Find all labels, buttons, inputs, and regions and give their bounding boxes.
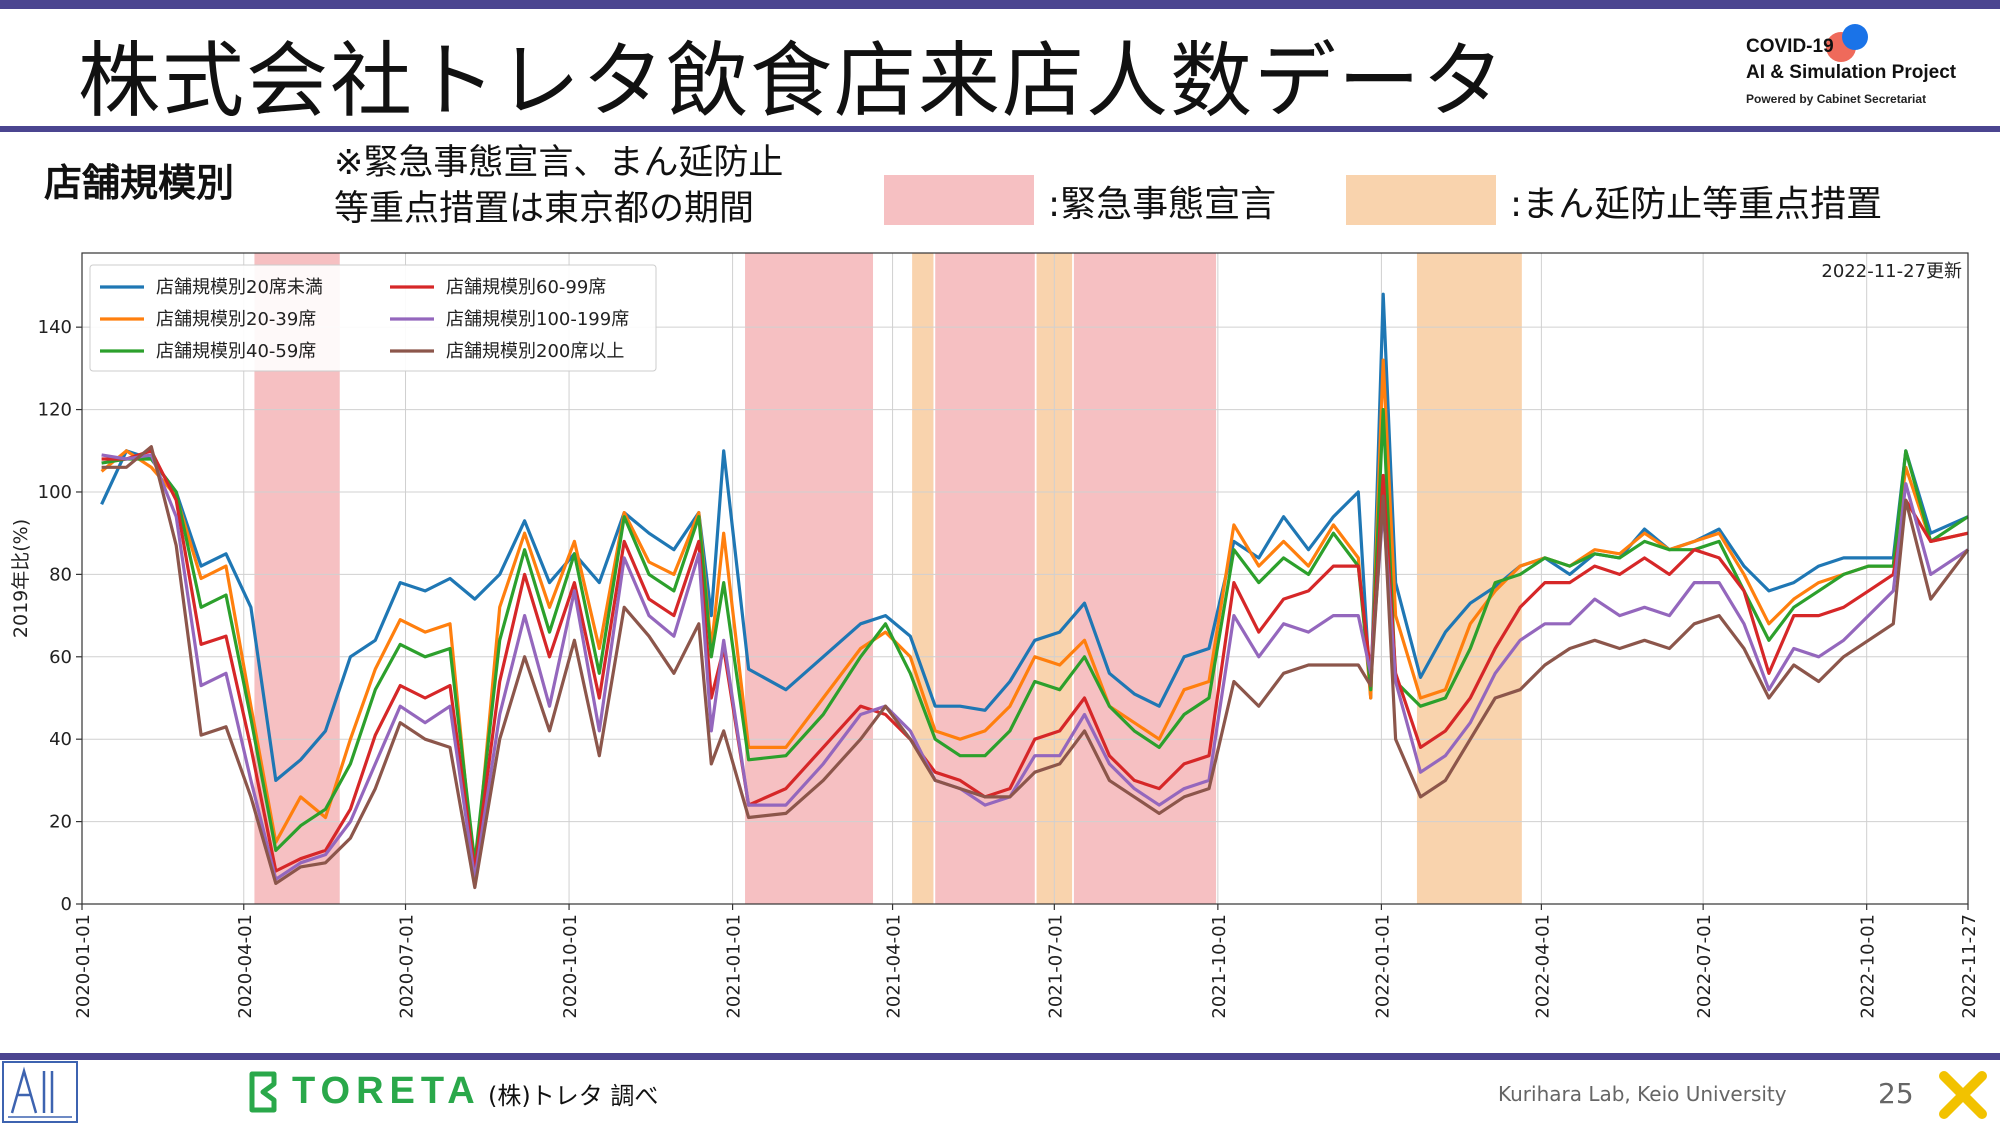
section-subtitle: 店舗規模別	[44, 161, 235, 205]
emergency-period-band	[1073, 253, 1217, 904]
legend-entry: 店舗規模別100-199席	[446, 309, 629, 330]
emergency-legend-label: :緊急事態宣言	[1048, 184, 1277, 225]
y-tick-label: 60	[49, 647, 72, 668]
covid-project-logo: COVID-19 AI & Simulation Project Powered…	[1746, 24, 1986, 118]
x-tick-label: 2021-01-01	[724, 914, 745, 1019]
x-tick-label: 2020-10-01	[560, 914, 581, 1019]
x-tick-label: 2021-07-01	[1045, 914, 1066, 1019]
y-tick-label: 120	[38, 400, 72, 421]
y-axis-label: 2019年比(%)	[10, 519, 32, 638]
x-tick-label: 2020-01-01	[73, 914, 94, 1019]
x-tick-label: 2022-11-27	[1959, 914, 1980, 1019]
y-tick-label: 40	[49, 729, 72, 750]
logo-line-1: COVID-19	[1746, 36, 1834, 57]
x-logo-icon	[1939, 1071, 1987, 1119]
series-line	[100, 358, 1969, 881]
x-tick-label: 2022-10-01	[1858, 914, 1879, 1019]
period-note-line-1: ※緊急事態宣言、まん延防止	[334, 143, 784, 183]
logo-line-3: Powered by Cabinet Secretariat	[1746, 92, 1927, 106]
y-tick-label: 0	[61, 894, 72, 915]
lab-logo-icon	[2, 1061, 78, 1123]
logo-line-2: AI & Simulation Project	[1746, 62, 1957, 83]
series-line	[101, 445, 1970, 890]
priority-legend-label: :まん延防止等重点措置	[1510, 184, 1883, 225]
legend-entry: 店舗規模別40-59席	[156, 341, 316, 362]
footer-lab-name: Kurihara Lab, Keio University	[1498, 1082, 1787, 1106]
priority-legend-swatch	[1346, 175, 1496, 225]
x-tick-label: 2022-01-01	[1372, 914, 1393, 1019]
plot-frame	[81, 252, 1969, 905]
toreta-wordmark: TORETA	[292, 1070, 481, 1112]
y-tick-label: 100	[38, 482, 72, 503]
top-accent-bar	[0, 0, 2000, 9]
series-line	[101, 408, 1969, 865]
priority-period-band	[912, 253, 934, 904]
emergency-legend-swatch	[884, 175, 1034, 225]
footer-divider	[0, 1053, 2000, 1060]
legend-entry: 店舗規模別200席以上	[446, 341, 624, 362]
store-size-line-chart: 0 20 40 60 80 100 120 140 2020-01-01 2020-04-01 20…	[10, 252, 1980, 1019]
x-tick-label: 2022-04-01	[1532, 914, 1553, 1019]
legend-entry: 店舗規模別20-39席	[156, 309, 316, 330]
page-title: 株式会社トレタ飲食店来店人数データ	[78, 34, 1507, 129]
period-note: ※緊急事態宣言、まん延防止 等重点措置は東京都の期間	[334, 140, 783, 232]
x-tick-label: 2021-10-01	[1209, 914, 1230, 1019]
header-divider	[0, 126, 2000, 132]
logo-blue-dot-icon	[1842, 24, 1868, 50]
updated-date-label: 2022-11-27更新	[1821, 261, 1962, 282]
legend-box	[89, 264, 657, 372]
y-tick-label: 20	[49, 812, 72, 833]
x-tick-label: 2020-04-01	[235, 914, 256, 1019]
page-number: 25	[1878, 1077, 1914, 1110]
period-note-line-2: 等重点措置は東京都の期間	[334, 189, 755, 229]
y-tick-label: 140	[38, 317, 72, 338]
legend-entry: 店舗規模別60-99席	[446, 277, 606, 298]
y-tick-label: 80	[49, 564, 72, 585]
x-tick-label: 2022-07-01	[1694, 914, 1715, 1019]
series-line	[101, 449, 1969, 873]
series-line	[100, 292, 1969, 783]
x-tick-label: 2020-07-01	[397, 914, 418, 1019]
x-tick-label: 2021-04-01	[884, 914, 905, 1019]
toreta-logo-icon	[249, 1071, 277, 1113]
legend-entry: 店舗規模別20席未満	[156, 277, 323, 298]
data-source: (株)トレタ 調べ	[488, 1082, 659, 1110]
series-line	[101, 453, 1969, 881]
